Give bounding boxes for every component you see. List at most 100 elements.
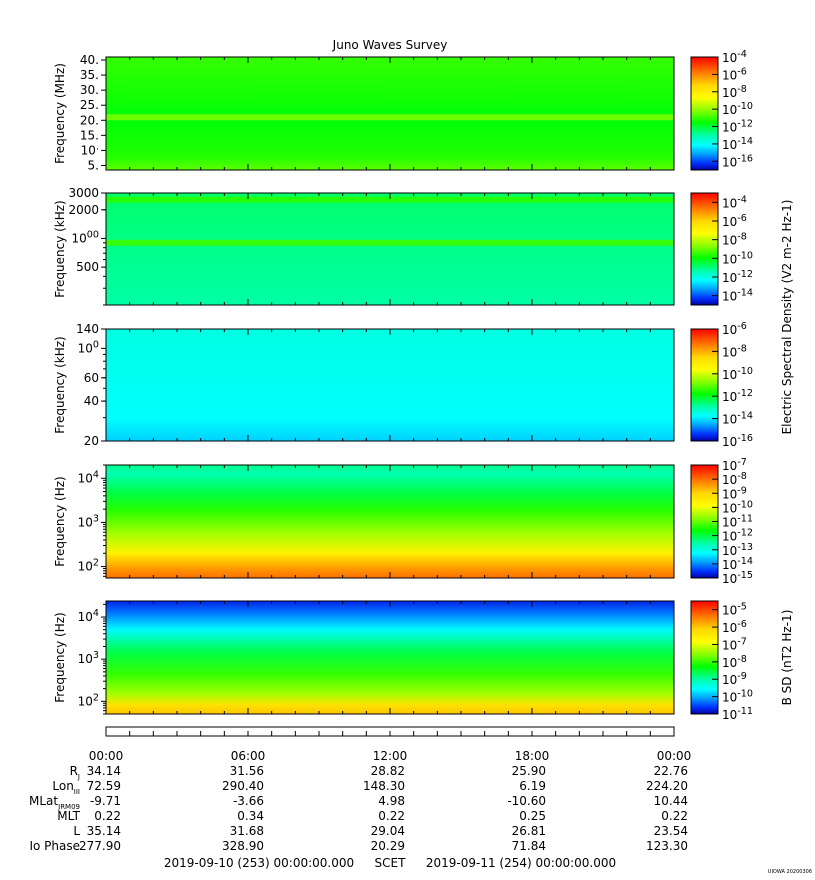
spectrogram-shading — [106, 465, 674, 578]
y-tick-label: 103 — [78, 650, 99, 666]
colorbar-tick-label: 10-11 — [722, 706, 753, 722]
colorbar-tick-label: 10-14 — [722, 288, 753, 304]
ephemeris-value: 0.25 — [519, 809, 546, 823]
y-axis-label: Frequency (Hz) — [53, 476, 67, 567]
ephemeris-value: 290.40 — [222, 779, 264, 793]
ephemeris-value: 31.56 — [230, 764, 264, 778]
colorbar-tick-label: 10-11 — [722, 514, 753, 530]
y-tick-label: 5. — [88, 158, 99, 172]
colorbar-tick-label: 10-12 — [722, 119, 753, 135]
credit-label: UIOWA 20200306 — [768, 869, 812, 875]
ephemeris-value: 277.90 — [79, 839, 121, 853]
colorbar-scale — [690, 56, 719, 171]
colorbar-tick-label: 10-8 — [722, 343, 747, 359]
y-tick-label: 10. — [81, 141, 99, 157]
figure-title: Juno Waves Survey — [332, 38, 448, 52]
ephemeris-label: RJ — [70, 764, 80, 781]
colorbar-tick-label: 10-10 — [722, 250, 753, 266]
ephemeris-label: MLT — [57, 809, 80, 823]
ephemeris-label: Io Phase — [29, 839, 80, 853]
ephemeris-label: LonIII — [52, 779, 80, 796]
x-tick-label: 12:00 — [373, 749, 408, 763]
y-axis-label: Frequency (kHz) — [53, 336, 67, 433]
colorbar-tick-label: 10-9 — [722, 485, 747, 501]
spectrogram-image — [106, 57, 674, 170]
colorbar-tick-label: 10-16 — [722, 153, 753, 169]
y-axis-label: Frequency (Hz) — [53, 612, 67, 703]
time-range-end: 2019-09-11 (254) 00:00:00.000 — [426, 856, 616, 870]
colorbar-tick-label: 10-8 — [722, 84, 747, 100]
colorbar-tick-label: 10-16 — [722, 433, 753, 449]
x-tick-label: 00:00 — [657, 749, 692, 763]
ephemeris-value: 20.29 — [371, 839, 405, 853]
spectrogram-panel: 140 100 60 40 20 Frequency (kHz) 10-6 10-8 10-10… — [53, 200, 794, 449]
y-tick-label: 3000 — [68, 186, 99, 200]
spectrogram-image — [106, 329, 674, 441]
time-range-label: SCET — [375, 856, 407, 870]
colorbar-label: Electric Spectral Density (V2 m-2 Hz-1) — [780, 200, 794, 435]
ephemeris-value: 25.90 — [512, 764, 546, 778]
ephemeris-value: 0.34 — [237, 809, 264, 823]
colorbar-tick-label: 10-12 — [722, 388, 753, 404]
colorbar-scale — [690, 192, 719, 306]
colorbar-tick-label: 10-7 — [722, 636, 747, 652]
spectrogram-shading — [106, 193, 674, 305]
spectrogram-image — [106, 193, 674, 305]
y-tick-label: 60 — [84, 371, 99, 385]
colorbar-scale — [690, 328, 719, 442]
x-tick-label: 00:00 — [89, 749, 124, 763]
ephemeris-value: 0.22 — [661, 809, 688, 823]
colorbar: 10-6 10-8 10-10 10-12 10-14 10-16 Electric Spe… — [690, 200, 794, 449]
y-tick-label: 35. — [80, 68, 99, 82]
ephemeris-value: 72.59 — [87, 779, 121, 793]
x-tick-label: 06:00 — [231, 749, 266, 763]
time-axis-bar: 00:00 06:00 12:00 18:00 00:00 — [89, 726, 692, 763]
y-tick-label: 20 — [84, 434, 99, 448]
y-tick-label: 25. — [80, 98, 99, 112]
emission-band — [106, 239, 674, 246]
y-tick-label: 1000 — [72, 229, 100, 245]
ephemeris-value: 0.22 — [94, 809, 121, 823]
ephemeris-value: 34.14 — [87, 764, 121, 778]
ephemeris-value: 29.04 — [371, 824, 405, 838]
ephemeris-value: 4.98 — [378, 794, 405, 808]
colorbar-tick-label: 10-13 — [722, 542, 753, 558]
time-range-start: 2019-09-10 (253) 00:00:00.000 — [164, 856, 354, 870]
colorbar-tick-label: 10-10 — [722, 689, 753, 705]
spectrogram-panel: 40.35.30.25.20.15.10.5. Frequency (MHz) 10… — [53, 49, 753, 172]
colorbar-tick-label: 10-14 — [722, 136, 753, 152]
y-axis-label: Frequency (kHz) — [53, 200, 67, 297]
colorbar-tick-label: 10-4 — [722, 49, 747, 65]
ephemeris-value: 0.22 — [378, 809, 405, 823]
colorbar: 10-4 10-6 10-8 10-10 10-12 10-14 — [690, 192, 753, 306]
y-tick-label: 102 — [78, 692, 99, 708]
ephemeris-table: RJ 34.14 31.56 28.82 25.90 22.76 LonIII 72.59 29… — [29, 764, 688, 853]
spectrogram-shading — [106, 601, 674, 714]
y-tick-label: 40 — [84, 394, 99, 408]
ephemeris-value: 31.68 — [230, 824, 264, 838]
colorbar-tick-label: 10-8 — [722, 232, 747, 248]
y-tick-label: 20. — [80, 113, 99, 127]
x-tick-label: 18:00 — [515, 749, 550, 763]
colorbar-tick-label: 10-15 — [722, 570, 753, 586]
colorbar-tick-label: 10-12 — [722, 269, 753, 285]
ephemeris-value: 224.20 — [646, 779, 688, 793]
y-axis-label: Frequency (MHz) — [53, 63, 67, 164]
y-tick-label: 40. — [80, 53, 99, 67]
y-tick-label: 15. — [80, 128, 99, 142]
ephemeris-value: 23.54 — [654, 824, 688, 838]
ephemeris-value: 22.76 — [654, 764, 688, 778]
ephemeris-label: L — [73, 824, 80, 838]
colorbar-tick-label: 10-14 — [722, 556, 753, 572]
ephemeris-value: 35.14 — [87, 824, 121, 838]
emission-band — [106, 114, 674, 121]
colorbar-tick-label: 10-6 — [722, 66, 747, 82]
ephemeris-value: 28.82 — [371, 764, 405, 778]
colorbar: 10-710-810-910-1010-1110-1210-1310-1410-… — [690, 457, 753, 586]
colorbar-tick-label: 10-10 — [722, 499, 753, 515]
y-tick-label: 103 — [78, 513, 99, 529]
